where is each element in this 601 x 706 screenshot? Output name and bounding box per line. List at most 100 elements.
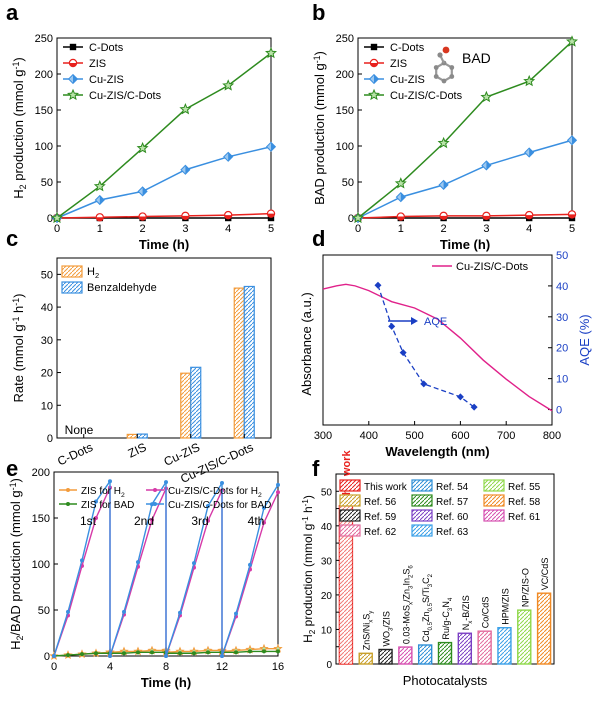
panel-a-xtick-label: 3 — [182, 223, 188, 235]
panel-b-ytick-label: 250 — [336, 33, 354, 45]
panel-d-ytick-label: 30 — [556, 312, 568, 324]
panel-a-xtick-label: 2 — [140, 223, 146, 235]
panel-d-xtick-label: 600 — [451, 430, 469, 442]
panel-label-a: a — [6, 0, 19, 25]
panel-a-legend-label: ZIS — [89, 58, 106, 70]
panel-b-point — [352, 211, 364, 224]
panel-b-legend-label: Cu-ZIS/C-Dots — [390, 90, 463, 102]
panel-c-y-ticks: 0 10 20 30 40 50 — [41, 269, 61, 445]
panel-b-point-half — [482, 215, 490, 220]
panel-b-point — [439, 211, 448, 221]
panel-b-legend-marker — [368, 73, 380, 85]
panel-e-ytick-label: 50 — [38, 605, 50, 617]
panel-c-ytick-label: 40 — [41, 302, 53, 314]
panel-a-point-half — [99, 195, 105, 205]
panel-e-ylabel: H2/BAD production (mmol g-1) — [8, 478, 25, 650]
panel-e-point — [94, 499, 98, 504]
panel-c-legend-swatch — [61, 281, 83, 294]
panel-e-point — [276, 482, 280, 487]
panel-e-point — [150, 650, 154, 655]
panel-b-xtick-label: 0 — [355, 223, 361, 235]
panel-c-xtick-label: C-Dots — [55, 440, 95, 468]
panel-f-legend-label: Ref. 57 — [436, 497, 469, 508]
panel-d-y2label: AQE (%) — [577, 314, 592, 365]
panel-a-legend-label: Cu-ZIS — [89, 74, 124, 86]
panel-b-legend-marker — [368, 88, 380, 101]
panel-f-bar-label: HPM/ZIS — [500, 588, 510, 625]
panel-a-legend: C-Dots ZIS Cu-ZIS Cu-ZIS/C-Dots — [63, 42, 162, 102]
panel-e-point — [262, 505, 266, 510]
panel-c-legend-swatch — [61, 265, 83, 278]
molecule-atom — [433, 74, 439, 79]
panel-e-point — [206, 504, 210, 509]
panel-b-point-half — [568, 214, 576, 218]
panel-d-aqe-line — [377, 285, 475, 408]
panel-f-ylabel: H2 production (mmol g-1 h-1) — [301, 495, 317, 643]
panel-e-point — [52, 654, 56, 658]
panel-a-point-half — [185, 165, 190, 175]
panel-e-legend-marker — [153, 488, 157, 492]
panel-a-point — [180, 164, 191, 175]
panel-f-bar — [497, 627, 512, 665]
panel-f-legend-swatch — [411, 479, 433, 492]
panel-e-cycle-label: 3rd — [191, 514, 208, 528]
panel-d-xtick-label: 300 — [314, 430, 332, 442]
panel-c-legend: H2 Benzaldehyde — [61, 265, 157, 294]
panel-d-x-ticks: 300 400 500 600 700 800 — [314, 421, 561, 442]
panel-b-series-3 — [352, 35, 578, 224]
panel-b-point-half — [397, 216, 405, 221]
panel-a-legend-marker — [67, 73, 79, 85]
panel-f-legend-swatch — [483, 479, 505, 492]
panel-f-bar-label: Nx-B/ZIS — [461, 595, 474, 630]
panel-d-aqe-series — [374, 281, 478, 411]
molecule-oxygen — [442, 46, 450, 54]
benzaldehyde-molecule-icon — [433, 46, 455, 84]
panel-a-legend-marker — [68, 58, 78, 68]
panel-d-arrow-head — [411, 317, 418, 325]
panel-a-y-ticks: 0 50 100 150 200 250 — [35, 33, 61, 225]
panel-b-point-half — [400, 192, 406, 202]
panel-f-bar — [477, 630, 492, 665]
panel-a-series-2 — [51, 141, 277, 224]
panel-b-point — [481, 160, 492, 171]
panel-e-cycle-label: 1st — [80, 514, 97, 528]
panel-e-point — [136, 560, 140, 565]
panel-b-line-3 — [357, 41, 573, 219]
panel-d-aqe-annotation: AQE — [424, 316, 447, 328]
panel-f-bar — [437, 641, 453, 665]
panel-b-legend-label: Cu-ZIS — [390, 74, 425, 86]
panel-a-point — [95, 213, 105, 222]
panel-e-legend-label: ZIS for H2 — [81, 486, 125, 499]
panel-f-legend-swatch — [411, 494, 433, 507]
panel-f-legend-label: Ref. 59 — [364, 512, 397, 523]
panel-a-point — [265, 141, 277, 152]
panel-b-point — [394, 177, 407, 189]
panel-d-aqe-point — [456, 393, 464, 401]
panel-f-legend-label: Ref. 62 — [364, 527, 397, 538]
panel-e-series-3 — [52, 479, 280, 658]
panel-b-line-2 — [357, 139, 573, 219]
panel-c-bar — [136, 433, 148, 439]
panel-e-point — [80, 652, 84, 657]
panel-c-bar — [126, 433, 138, 439]
panel-e-legend-label: ZIS for BAD — [81, 500, 134, 511]
panel-a-point-half — [271, 142, 276, 152]
panel-d-xtick-label: 700 — [497, 430, 515, 442]
panel-a-series-3 — [51, 46, 277, 224]
panel-f-ytick-label: 10 — [321, 625, 333, 636]
panel-b-point — [482, 211, 491, 221]
molecule-atom — [441, 78, 447, 84]
panel-d-y-ticks: 0 10 20 30 40 50 — [548, 250, 568, 417]
panel-e-point — [66, 653, 70, 658]
panel-b-point-half — [529, 148, 534, 157]
panel-b-point — [395, 192, 406, 203]
panel-d-ytick-label: 40 — [556, 281, 568, 293]
panel-c-ytick-label: 30 — [41, 335, 53, 347]
panel-b-line-1 — [357, 213, 573, 219]
panel-e-legend-marker — [153, 502, 157, 506]
panel-label-b: b — [312, 0, 325, 25]
panel-label-f: f — [312, 456, 320, 481]
panel-b-point — [524, 147, 535, 158]
panel-e-point — [178, 651, 182, 656]
